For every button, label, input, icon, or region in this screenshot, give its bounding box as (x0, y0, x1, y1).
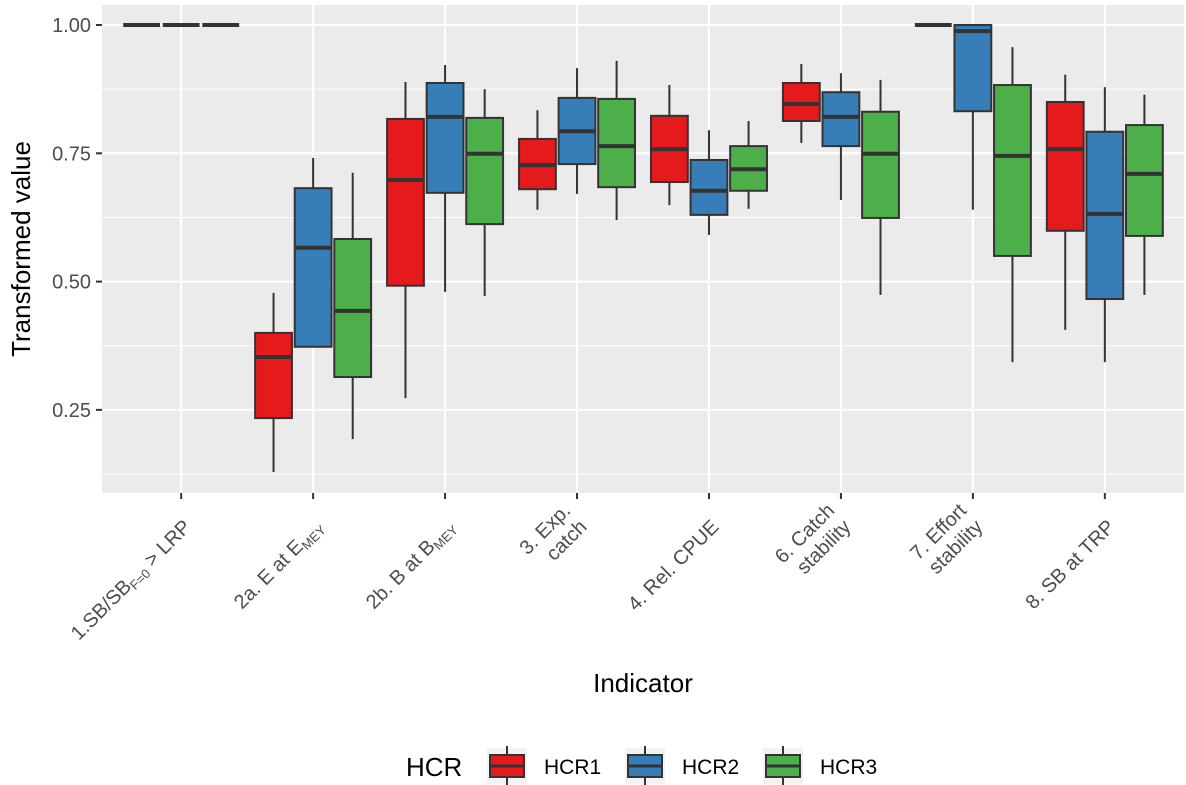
x-tick-label-group: 4. Rel. CPUE (624, 516, 724, 616)
box (293, 187, 333, 348)
x-tick-label: 2b. B at BMEY (362, 516, 461, 615)
box (689, 158, 729, 216)
x-tick-label: 4. Rel. CPUE (624, 516, 724, 616)
legend-title: HCR (406, 752, 462, 782)
label-part: 4. Rel. CPUE (624, 516, 724, 616)
box (953, 24, 993, 113)
subscript: MEY (430, 522, 461, 553)
box (821, 91, 861, 148)
box (1125, 124, 1164, 237)
x-tick-label-group: 3. Exp.catch (516, 500, 592, 566)
label-part: 1.SB/SB (67, 576, 136, 645)
label-part: 2b. B at B (362, 536, 440, 614)
y-tick-label: 0.75 (52, 143, 91, 165)
box (254, 331, 293, 420)
label-part: 2a. E at E (230, 536, 308, 614)
label-part: > LRP (136, 516, 195, 575)
box (597, 97, 637, 189)
box (993, 84, 1032, 257)
x-tick-label: 2a. E at EMEY (230, 516, 329, 615)
x-tick-label: 1.SB/SBF=0 > LRP (67, 516, 197, 646)
y-axis-title: Transformed value (6, 141, 36, 357)
legend-label: HCR1 (544, 756, 601, 779)
subscript: MEY (298, 522, 329, 553)
x-tick-label: 8. SB at TRP (1021, 516, 1119, 614)
y-tick-label: 1.00 (52, 15, 91, 37)
box (465, 116, 505, 226)
x-tick-label-group: 2a. E at EMEY (230, 516, 329, 615)
x-axis-title: Indicator (593, 668, 693, 698)
legend-label: HCR3 (820, 756, 877, 779)
box (333, 237, 373, 379)
legend-label: HCR2 (682, 756, 739, 779)
y-tick-label: 0.25 (52, 400, 91, 422)
x-tick-label-group: 8. SB at TRP (1021, 516, 1119, 614)
box (1045, 100, 1085, 232)
box (386, 117, 425, 287)
x-tick-label-group: 2b. B at BMEY (362, 516, 461, 615)
y-tick-label: 0.50 (52, 272, 91, 294)
box (861, 110, 900, 219)
box (781, 81, 821, 122)
x-tick-label-group: 1.SB/SBF=0 > LRP (67, 516, 197, 646)
label-part: 8. SB at TRP (1021, 516, 1119, 614)
box (425, 81, 465, 194)
